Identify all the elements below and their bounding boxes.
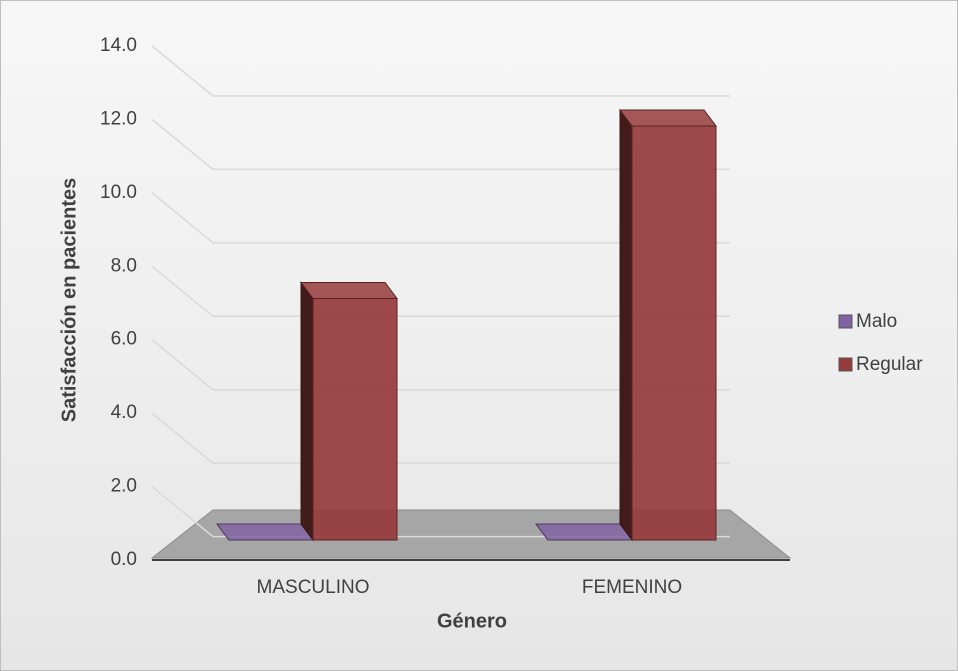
x-axis-title: Género [437, 610, 507, 632]
legend-swatch [838, 314, 853, 329]
grid-line [151, 45, 730, 97]
y-tick-label: 4.0 [111, 402, 137, 423]
grid-line [151, 192, 730, 244]
grid-line [151, 265, 730, 318]
legend-label: Regular [856, 354, 923, 375]
y-tick-label: 6.0 [111, 329, 137, 350]
legend-swatch [838, 357, 853, 372]
y-tick-label: 0.0 [111, 549, 137, 570]
y-tick-label: 2.0 [111, 476, 137, 497]
x-tick-label: FEMENINO [582, 577, 682, 598]
bar [216, 523, 314, 541]
y-axis-title: Satisfacción en pacientes [58, 178, 80, 423]
bar [535, 523, 633, 541]
bar-top [300, 282, 398, 299]
y-tick-label: 12.0 [100, 108, 137, 129]
bar-side [300, 281, 314, 542]
legend-label: Malo [856, 311, 897, 332]
bar-front [312, 298, 398, 541]
bar-top [619, 109, 717, 127]
grid-line [151, 412, 730, 464]
bar-side [619, 108, 633, 542]
bar-top [535, 523, 633, 541]
y-tick-label: 8.0 [111, 255, 137, 276]
grid-line [151, 118, 730, 171]
grid-line [151, 339, 730, 391]
x-tick-label: MASCULINO [257, 577, 370, 598]
y-tick-label: 10.0 [100, 182, 137, 203]
bar [300, 281, 398, 542]
y-tick-label: 14.0 [100, 35, 137, 56]
bar [619, 108, 717, 542]
bar-front [631, 125, 717, 541]
bar-top [216, 523, 314, 541]
